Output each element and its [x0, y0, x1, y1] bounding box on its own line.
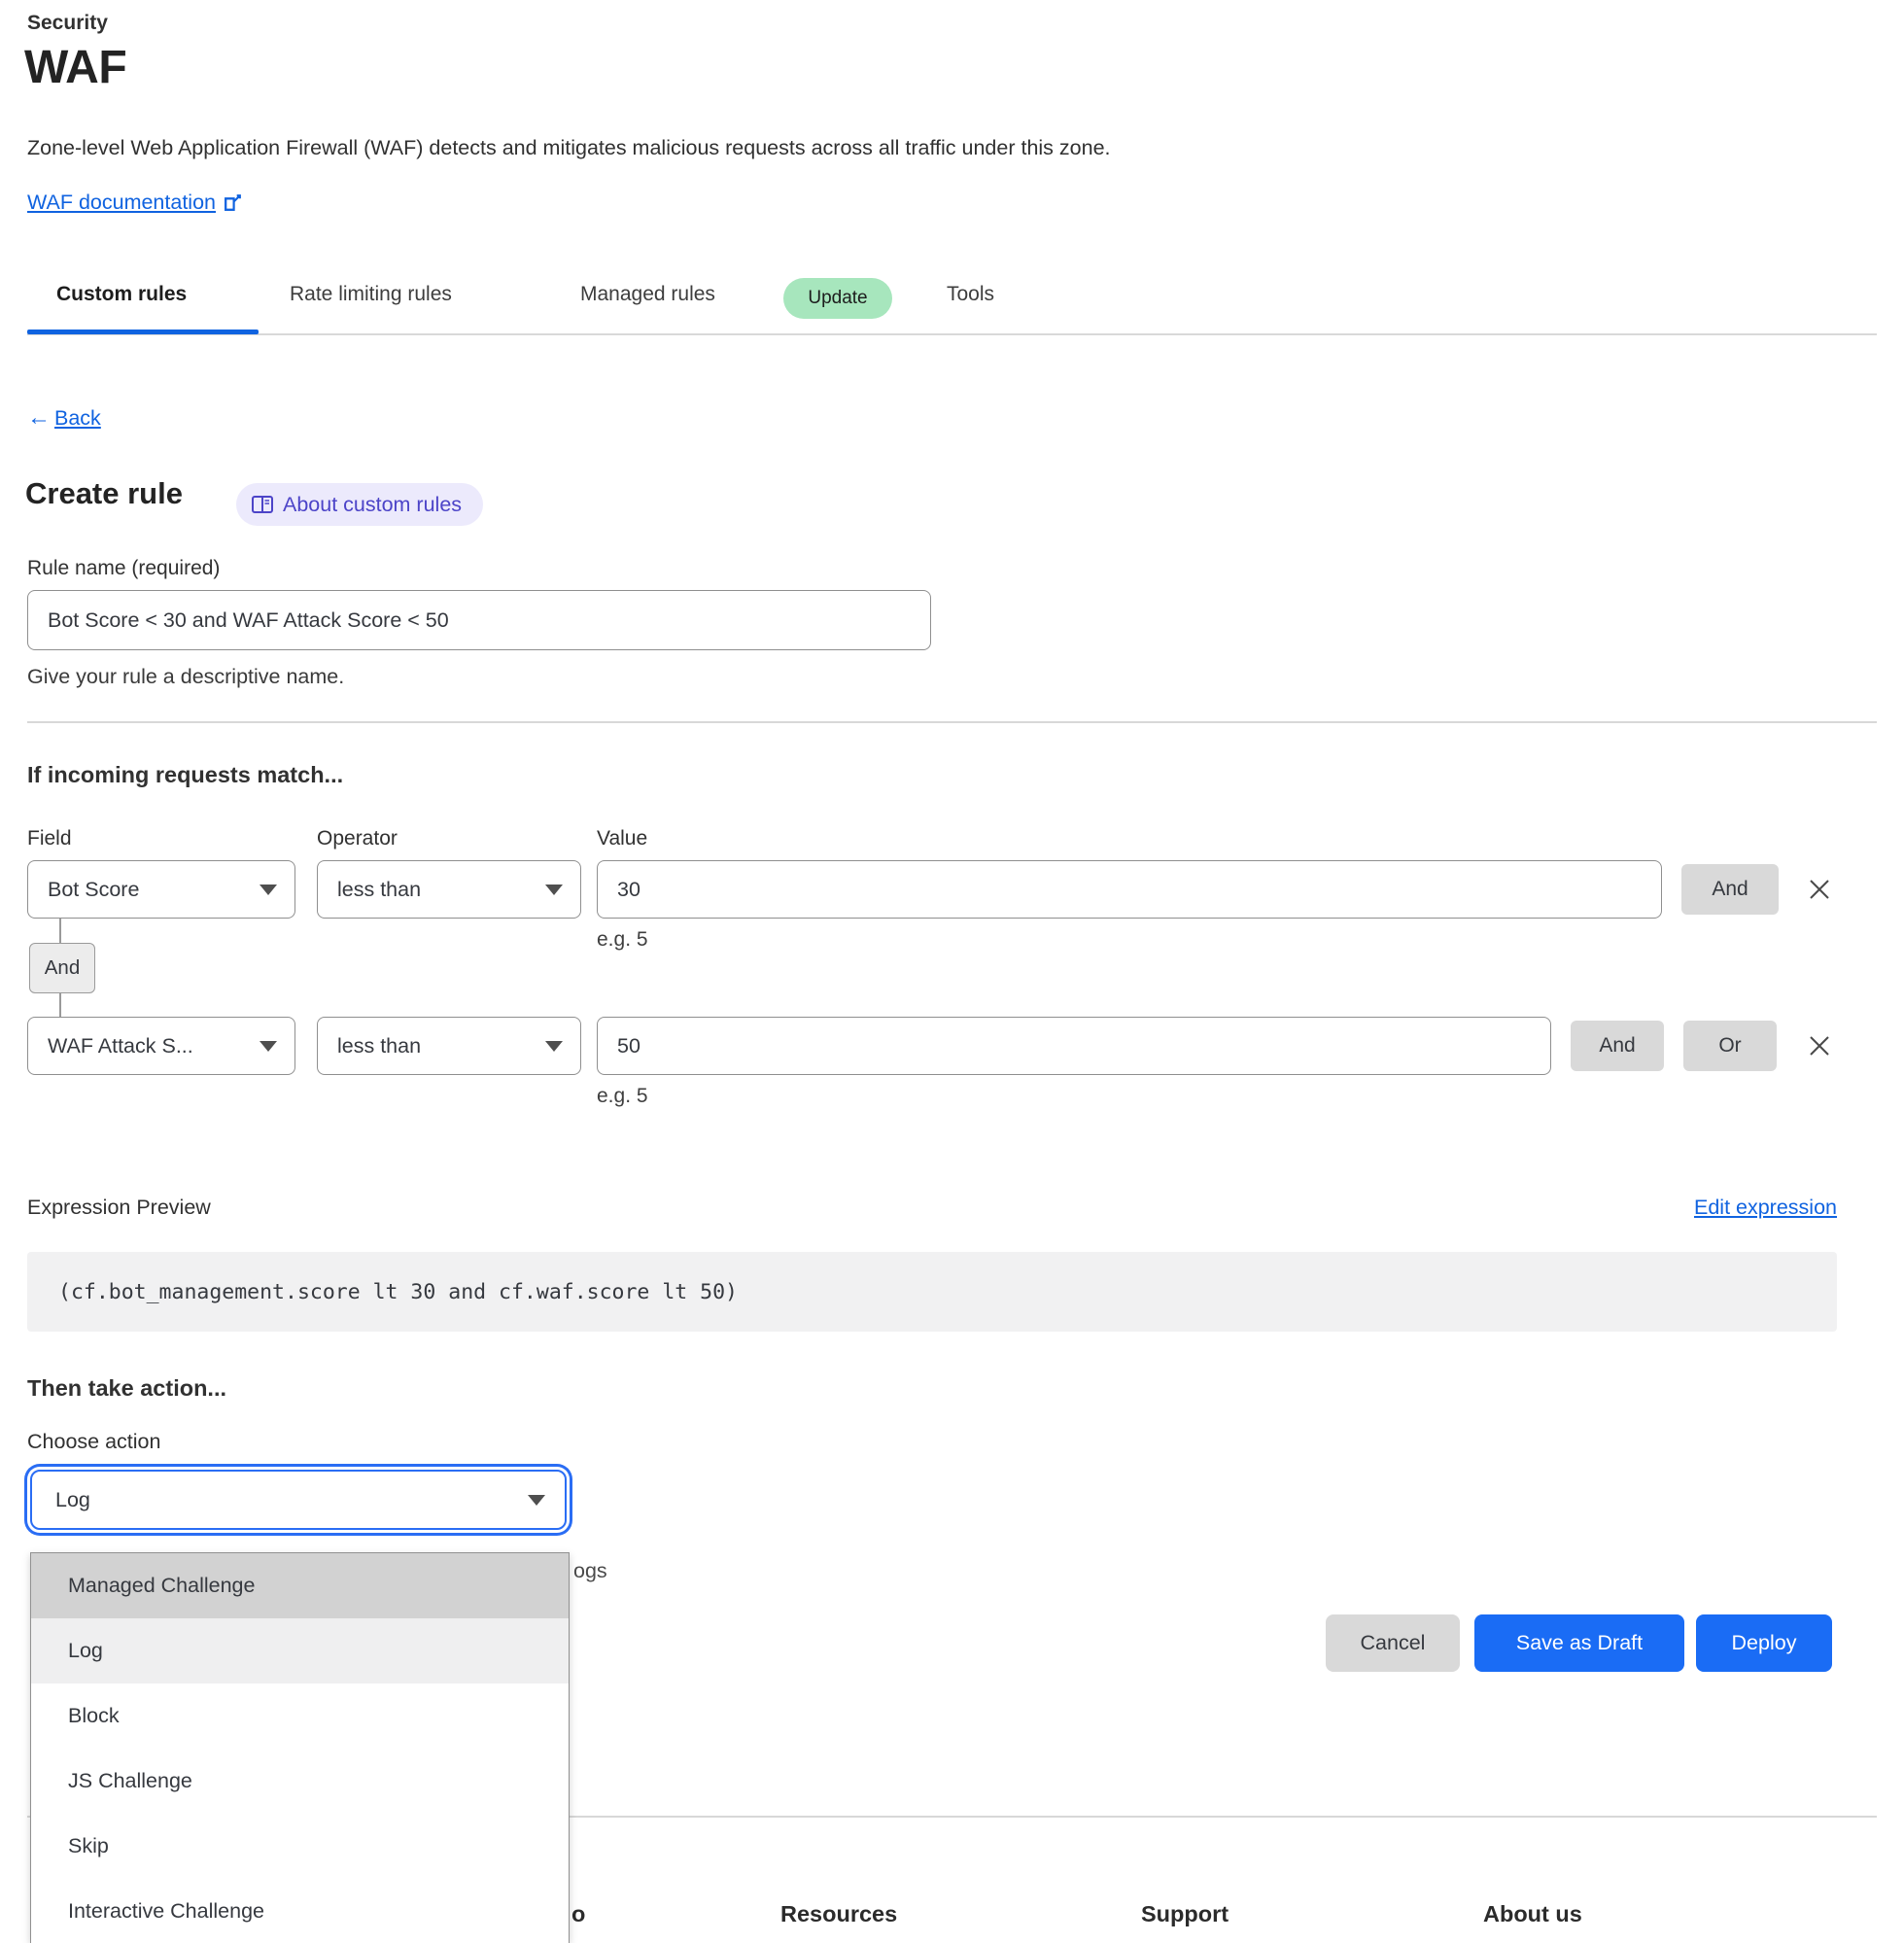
option-skip[interactable]: Skip [68, 1834, 109, 1857]
value-hint-row2: e.g. 5 [597, 1085, 648, 1107]
expression-preview-box: (cf.bot_management.score lt 30 and cf.wa… [27, 1252, 1837, 1332]
operator-select-row2[interactable]: less than [317, 1017, 581, 1075]
footer-column-resources: Resources [780, 1901, 898, 1926]
value-column-label: Value [597, 827, 648, 850]
value-input-row2[interactable] [597, 1017, 1551, 1075]
operator-select-row1[interactable]: less than [317, 860, 581, 919]
waf-documentation-link-label[interactable]: WAF documentation [27, 191, 216, 214]
tabs-divider [27, 333, 1877, 335]
chevron-down-icon [545, 884, 563, 895]
choose-action-selected-value: Log [55, 1487, 90, 1511]
add-or-condition-button-row2[interactable]: Or [1683, 1021, 1777, 1071]
rule-name-input[interactable] [27, 590, 931, 650]
choose-action-select[interactable]: Log [30, 1470, 567, 1530]
value-hint-row1: e.g. 5 [597, 928, 648, 951]
footer-column-heading-clipped: o [571, 1901, 586, 1926]
tab-managed-rules[interactable]: Managed rules [580, 283, 715, 305]
tab-custom-rules[interactable]: Custom rules [56, 283, 188, 305]
active-tab-underline [27, 330, 259, 334]
waf-documentation-link[interactable]: WAF documentation [27, 191, 243, 215]
about-custom-rules-label[interactable]: About custom rules [283, 492, 463, 516]
field-column-label: Field [27, 827, 72, 850]
edit-expression-link[interactable]: Edit expression [1694, 1196, 1837, 1219]
field-select-row1-value: Bot Score [48, 877, 140, 901]
breadcrumb-section-label: Security [27, 12, 108, 34]
page-title: WAF [24, 42, 127, 93]
option-block[interactable]: Block [68, 1704, 120, 1727]
row-joiner-chip[interactable]: And [29, 943, 95, 993]
field-select-row1[interactable]: Bot Score [27, 860, 295, 919]
field-select-row2-value: WAF Attack S... [48, 1033, 193, 1058]
add-and-condition-button-row2[interactable]: And [1571, 1021, 1664, 1071]
tab-tools[interactable]: Tools [947, 283, 995, 305]
footer-column-support: Support [1141, 1901, 1229, 1926]
remove-condition-icon-row1[interactable] [1803, 873, 1836, 906]
about-custom-rules-badge[interactable]: About custom rules [236, 483, 484, 526]
back-link[interactable]: ← Back [27, 404, 101, 432]
rule-name-label: Rule name (required) [27, 557, 221, 579]
option-managed-challenge[interactable]: Managed Challenge [31, 1553, 569, 1618]
cancel-button[interactable]: Cancel [1326, 1614, 1460, 1672]
choose-action-label: Choose action [27, 1430, 161, 1453]
deploy-button[interactable]: Deploy [1696, 1614, 1832, 1672]
action-options-dropdown: Managed Challenge Log Block JS Challenge… [30, 1552, 570, 1943]
expression-code: (cf.bot_management.score lt 30 and cf.wa… [58, 1279, 738, 1304]
update-badge: Update [783, 278, 892, 319]
operator-select-row2-value: less than [337, 1033, 422, 1058]
operator-select-row1-value: less than [337, 877, 422, 901]
chevron-down-icon [528, 1494, 545, 1506]
option-js-challenge[interactable]: JS Challenge [68, 1769, 192, 1792]
field-select-row2[interactable]: WAF Attack S... [27, 1017, 295, 1075]
footer-column-about-us: About us [1483, 1901, 1582, 1926]
remove-condition-icon-row2[interactable] [1803, 1029, 1836, 1062]
create-rule-heading: Create rule [25, 476, 183, 510]
footer-divider [27, 1816, 1877, 1818]
section-divider [27, 721, 1877, 723]
clipped-help-text-fragment: ogs [573, 1559, 607, 1582]
add-and-condition-button-row1[interactable]: And [1681, 864, 1779, 915]
chevron-down-icon [260, 884, 277, 895]
tab-rate-limiting-rules[interactable]: Rate limiting rules [290, 283, 452, 305]
page-description: Zone-level Web Application Firewall (WAF… [27, 136, 1111, 159]
match-heading: If incoming requests match... [27, 762, 344, 787]
value-input-row1[interactable] [597, 860, 1662, 919]
option-log[interactable]: Log [31, 1618, 569, 1683]
chevron-down-icon [260, 1040, 277, 1052]
back-arrow-icon: ← [27, 404, 51, 431]
action-heading: Then take action... [27, 1375, 227, 1401]
back-link-label[interactable]: Back [54, 405, 101, 430]
expression-preview-label: Expression Preview [27, 1196, 211, 1219]
save-as-draft-button[interactable]: Save as Draft [1474, 1614, 1684, 1672]
operator-column-label: Operator [317, 827, 398, 850]
option-interactive-challenge[interactable]: Interactive Challenge [68, 1899, 264, 1923]
rule-name-help: Give your rule a descriptive name. [27, 665, 345, 688]
external-link-icon [223, 192, 243, 213]
chevron-down-icon [545, 1040, 563, 1052]
book-icon [252, 495, 273, 514]
